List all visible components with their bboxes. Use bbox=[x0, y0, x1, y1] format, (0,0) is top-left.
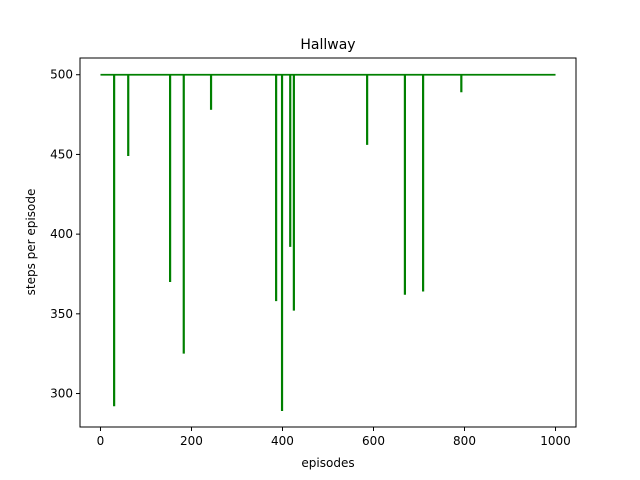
x-axis: 0 200 400 600 800 1000 bbox=[97, 427, 571, 448]
plot-frame bbox=[79, 57, 577, 428]
plot-area bbox=[100, 73, 556, 412]
x-tick-label: 600 bbox=[362, 434, 385, 448]
y-tick-label: 500 bbox=[50, 68, 73, 82]
x-tick-label: 0 bbox=[97, 434, 105, 448]
chart-title: Hallway bbox=[300, 37, 355, 53]
y-axis-label: steps per episode bbox=[24, 189, 38, 296]
y-tick-label: 350 bbox=[50, 307, 73, 321]
y-axis: 300 350 400 450 500 bbox=[50, 68, 80, 401]
x-tick-label: 800 bbox=[453, 434, 476, 448]
y-tick-label: 300 bbox=[50, 387, 73, 401]
x-axis-label: episodes bbox=[301, 456, 354, 470]
x-tick-label: 400 bbox=[271, 434, 294, 448]
x-tick-label: 1000 bbox=[540, 434, 571, 448]
x-tick-label: 200 bbox=[180, 434, 203, 448]
y-tick-label: 400 bbox=[50, 227, 73, 241]
y-tick-label: 450 bbox=[50, 147, 73, 161]
